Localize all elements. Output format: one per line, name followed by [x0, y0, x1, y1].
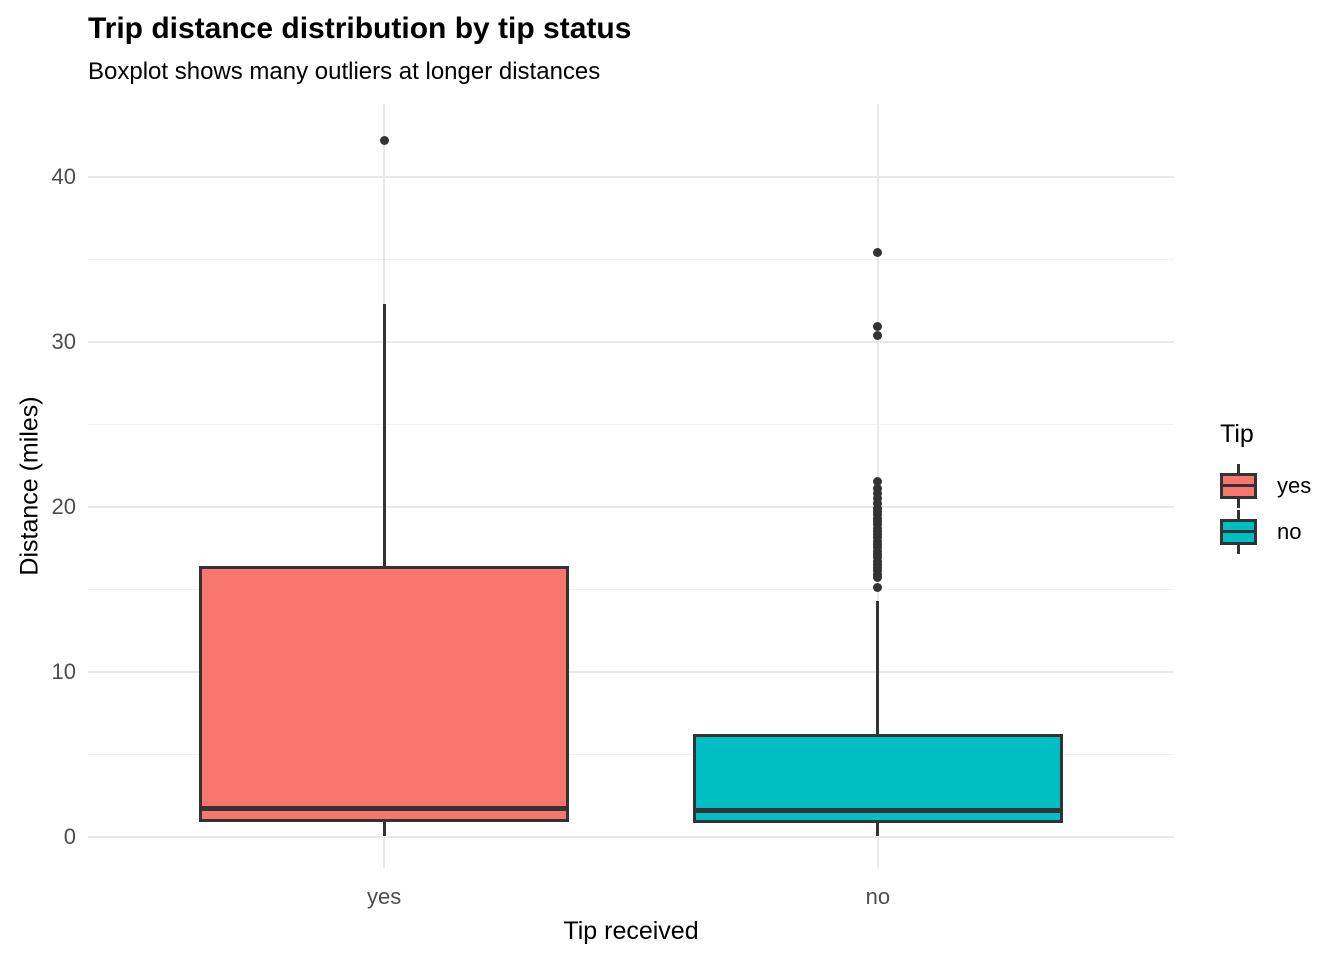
median-line-yes — [198, 806, 570, 812]
y-tick-label: 30 — [51, 328, 76, 354]
gridline-minor — [88, 588, 1174, 590]
x-tick-label: no — [865, 884, 891, 909]
y-tick-label: 20 — [51, 493, 76, 519]
outlier-point-yes — [379, 135, 389, 145]
whisker-upper-yes — [382, 303, 386, 567]
chart-title: Trip distance distribution by tip status — [88, 12, 632, 45]
outlier-point-no — [873, 248, 883, 257]
outlier-point-no — [873, 322, 883, 332]
legend-label-yes: yes — [1277, 473, 1312, 498]
x-axis-title: Tip received — [563, 917, 699, 945]
gridline-major — [88, 835, 1174, 838]
outlier-point-no — [873, 582, 883, 592]
legend-title: Tip — [1220, 420, 1254, 448]
gridline-major — [88, 175, 1174, 178]
whisker-lower-yes — [382, 821, 386, 836]
legend-boxplot-glyph-no-icon — [1220, 510, 1257, 554]
legend-label-no: no — [1277, 519, 1302, 544]
outlier-point-no — [873, 498, 883, 508]
chart-subtitle: Boxplot shows many outliers at longer di… — [88, 58, 601, 85]
x-tick-label: yes — [367, 884, 402, 909]
outlier-point-no — [873, 493, 883, 503]
legend-glyph-median — [1220, 530, 1257, 533]
y-axis: 0 10 20 30 40 — [0, 0, 76, 960]
outlier-point-no — [873, 483, 883, 493]
outlier-point-no — [873, 330, 883, 340]
y-axis-title: Distance (miles) — [15, 396, 44, 576]
plot-panel — [88, 104, 1174, 868]
whisker-lower-no — [876, 822, 880, 836]
gridline-minor — [88, 423, 1174, 425]
gridline-minor — [88, 258, 1174, 260]
legend-entry-no: no — [1220, 509, 1311, 555]
gridline-minor — [88, 753, 1174, 755]
legend-entry-yes: yes — [1220, 463, 1311, 509]
y-tick-label: 40 — [51, 163, 76, 189]
legend-boxplot-glyph-yes-icon — [1220, 464, 1257, 508]
legend: Tip yes no — [1220, 420, 1311, 555]
box-yes — [198, 566, 570, 822]
outlier-point-no — [873, 573, 883, 583]
gridline-major — [88, 670, 1174, 673]
outlier-point-no — [873, 477, 883, 487]
legend-keys: yes no — [1220, 463, 1311, 555]
outlier-point-no — [873, 488, 883, 498]
y-tick-label: 0 — [63, 823, 76, 849]
median-line-no — [692, 807, 1063, 813]
whisker-upper-no — [876, 600, 880, 735]
legend-glyph-median — [1220, 484, 1257, 487]
gridline-major — [88, 505, 1174, 508]
y-tick-label: 10 — [51, 658, 76, 684]
gridline-major — [88, 340, 1174, 343]
